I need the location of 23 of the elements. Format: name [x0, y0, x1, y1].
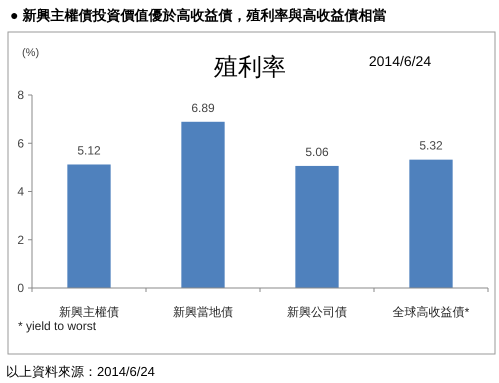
bar: [295, 166, 339, 288]
y-tick-label: 8: [17, 88, 24, 102]
text: 以上資料來源：2014/6/24: [6, 364, 155, 379]
data-label: 5.12: [77, 143, 101, 158]
chart-title: 殖利率: [214, 54, 286, 81]
text: * yield to worst: [18, 319, 97, 333]
x-tick-label: 新興公司債: [287, 305, 347, 319]
bar: [409, 160, 453, 288]
bar: [181, 122, 225, 288]
chart-subtitle: 2014/6/24: [368, 53, 432, 69]
data-label: 5.32: [419, 138, 443, 153]
data-label: 6.89: [191, 100, 215, 115]
y-axis-title: (%): [22, 47, 40, 59]
x-tick-label: 新興主權債: [59, 305, 119, 319]
y-tick-label: 6: [17, 136, 24, 150]
x-tick-label: 新興當地債: [173, 305, 233, 319]
y-tick-label: 2: [17, 232, 24, 247]
y-tick-label: 0: [17, 281, 24, 295]
bar: [67, 164, 111, 288]
text: ● 新興主權債投資價值優於高收益債，殖利率與高收益債相當: [10, 7, 386, 23]
data-label: 5.06: [305, 144, 329, 159]
y-tick-label: 4: [17, 184, 24, 198]
x-tick-label: 全球高收益債*: [392, 305, 470, 319]
